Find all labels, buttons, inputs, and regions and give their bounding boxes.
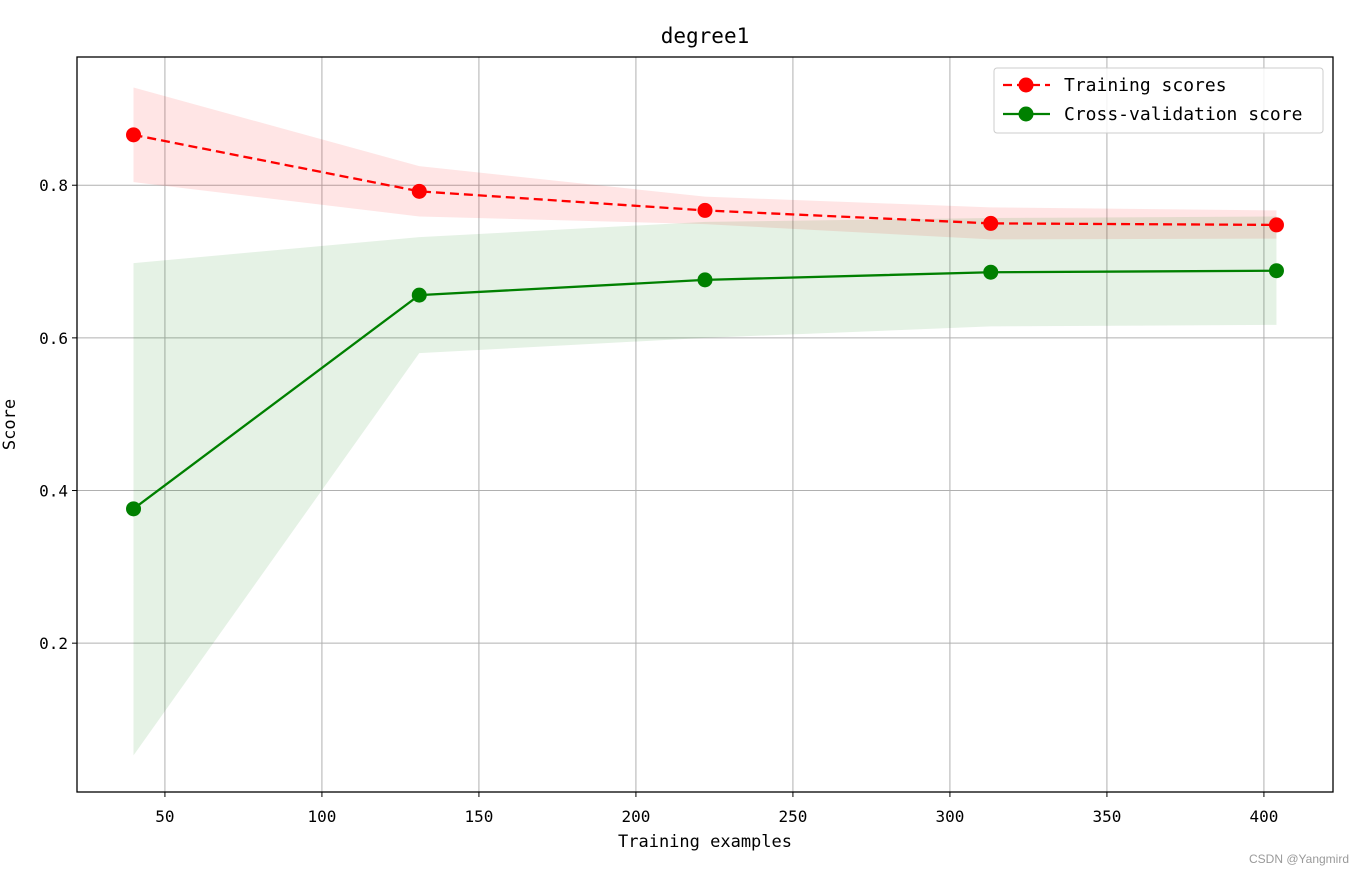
band-layer [133, 87, 1277, 756]
plot-frame [76, 56, 1334, 793]
legend: Training scores Cross-validation score [993, 67, 1324, 134]
y-tick-label: 0.8 [39, 176, 68, 195]
legend-label-1: Cross-validation score [1064, 104, 1302, 125]
series-point-1 [983, 264, 999, 280]
series-point-1 [1268, 263, 1284, 279]
series-band-1 [133, 216, 1277, 756]
x-tick-label: 50 [155, 807, 174, 826]
x-axis-label: Training examples [618, 832, 792, 852]
series-point-0 [126, 127, 142, 143]
x-tick-label: 200 [621, 807, 650, 826]
x-tick-label: 250 [778, 807, 807, 826]
chart-title: degree1 [661, 24, 750, 48]
series-point-1 [411, 287, 427, 303]
x-tick-label: 400 [1249, 807, 1278, 826]
series-point-0 [1268, 217, 1284, 233]
y-tick-label: 0.4 [39, 482, 68, 501]
series-point-1 [126, 501, 142, 517]
axes-layer: 50 100 150 200 250 300 350 400 0.2 0.4 0.6 0.8 [39, 56, 1334, 826]
line-layer [126, 127, 1284, 517]
series-band-0 [133, 87, 1277, 240]
y-tick-label: 0.2 [39, 634, 68, 653]
legend-box [993, 67, 1324, 134]
x-tick-label: 300 [935, 807, 964, 826]
watermark: CSDN @Yangmird [1249, 852, 1349, 866]
legend-marker-0 [1018, 77, 1034, 93]
grid-layer [77, 57, 1333, 792]
series-point-1 [697, 272, 713, 288]
x-tick-label: 100 [307, 807, 336, 826]
x-tick-label: 350 [1092, 807, 1121, 826]
x-tick-label: 150 [464, 807, 493, 826]
series-point-0 [697, 202, 713, 218]
series-point-0 [411, 183, 427, 199]
legend-label-0: Training scores [1064, 75, 1227, 96]
legend-marker-1 [1018, 106, 1034, 122]
y-axis-label: Score [0, 399, 20, 450]
y-tick-label: 0.6 [39, 329, 68, 348]
series-point-0 [983, 215, 999, 231]
